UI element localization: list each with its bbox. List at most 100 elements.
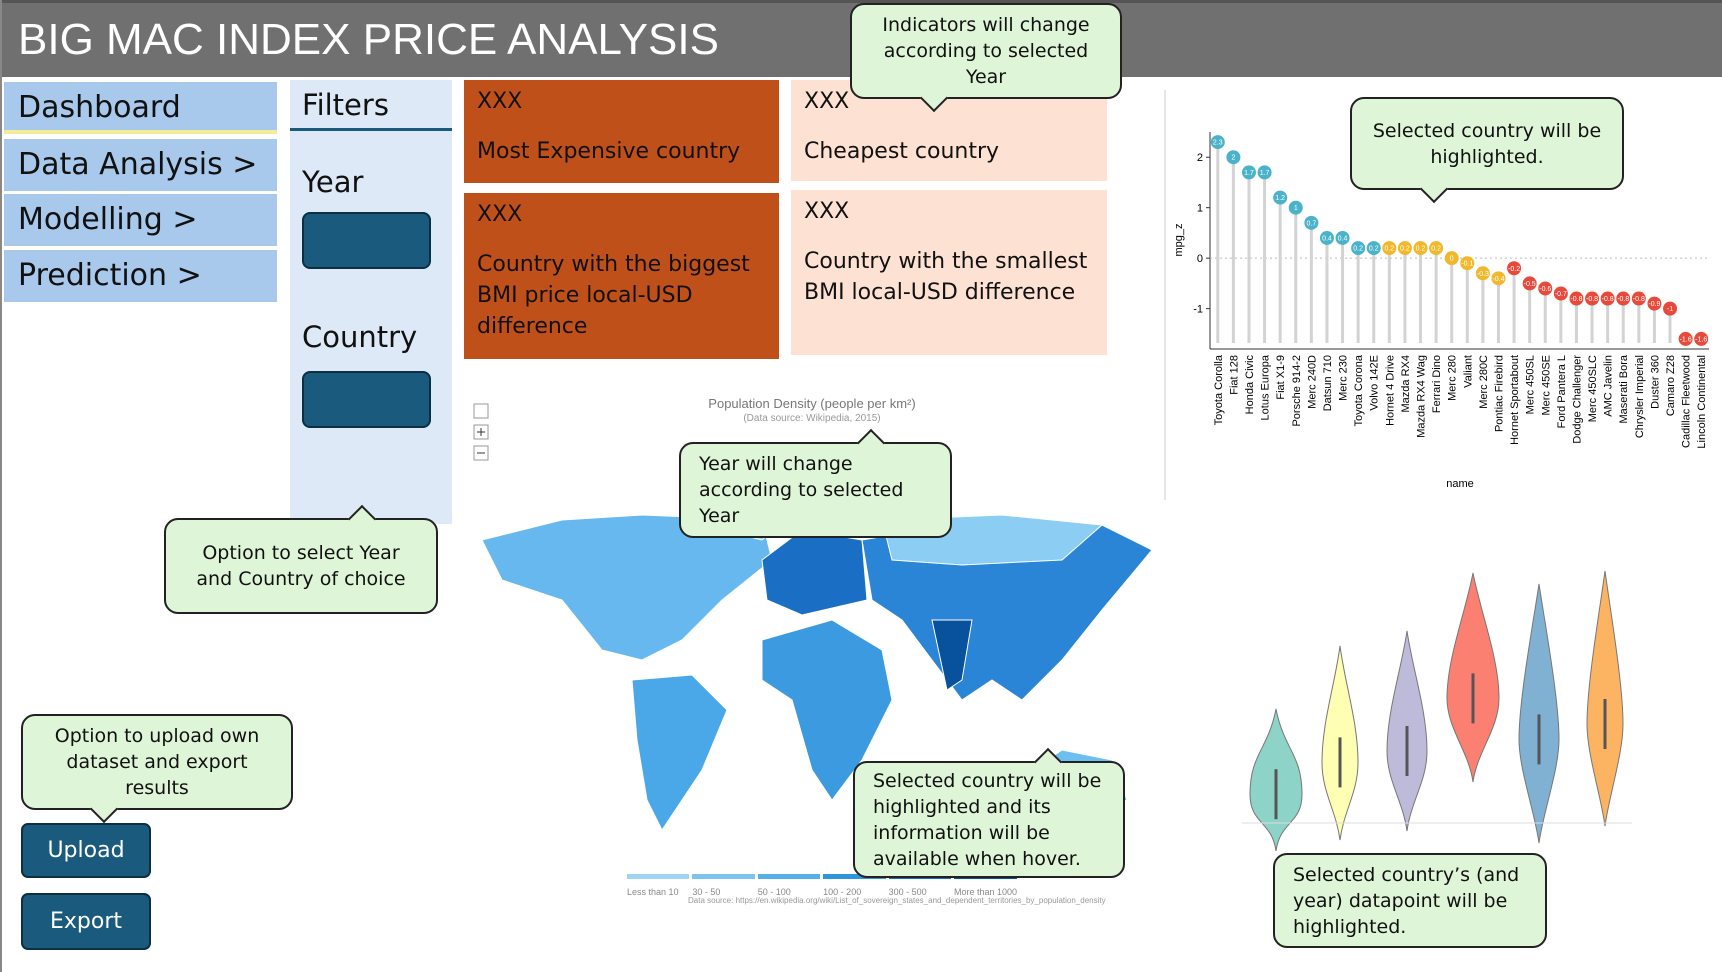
- legend-item: Less than 10: [627, 874, 690, 897]
- filter-panel: [290, 80, 452, 524]
- x-tick-label: Cadillac Fleetwood: [1681, 355, 1693, 448]
- lollipop-point: [1413, 241, 1428, 256]
- legend-item: 50 - 100: [757, 874, 821, 897]
- x-tick-label: Merc 450SLC: [1587, 355, 1599, 422]
- value-label: -0.6: [1539, 286, 1551, 293]
- value-label: 0.4: [1322, 235, 1332, 242]
- value-label: 2: [1231, 155, 1235, 162]
- value-label: 0.2: [1353, 246, 1363, 253]
- lollipop-point: [1460, 256, 1475, 271]
- kpi-card: XXX Most Expensive country: [464, 80, 779, 183]
- map-title: Population Density (people per km²): [708, 396, 916, 411]
- value-label: -0.8: [1633, 296, 1645, 303]
- lollipop-point: [1335, 230, 1350, 245]
- value-label: -1.6: [1680, 336, 1692, 343]
- y-axis-label: mpg_z: [1173, 223, 1185, 256]
- lollipop-point: [1475, 266, 1490, 281]
- callout: Option to upload own dataset and export …: [21, 714, 293, 824]
- lollipop-point: [1429, 241, 1444, 256]
- kpi-label: Cheapest country: [804, 139, 1000, 164]
- value-label: -1.6: [1695, 336, 1707, 343]
- violin: [1518, 583, 1560, 844]
- value-label: -0.8: [1602, 296, 1614, 303]
- violin: [1586, 570, 1624, 827]
- x-tick-label: Porsche 914-2: [1291, 355, 1303, 427]
- callout-text: Year will change according to selected Y…: [699, 453, 904, 527]
- x-tick-label: Hornet Sportabout: [1509, 355, 1521, 445]
- legend-label: 30 - 50: [692, 887, 721, 897]
- filter-label: Year: [302, 165, 364, 199]
- lollipop-point: [1585, 291, 1600, 306]
- value-label: 2.3: [1213, 140, 1223, 147]
- world-map: [481, 495, 1153, 831]
- value-label: -0.9: [1648, 301, 1660, 308]
- x-tick-label: Merc 450SE: [1540, 355, 1552, 416]
- filter-label: Country: [302, 320, 418, 354]
- year-select[interactable]: [302, 212, 431, 269]
- value-label: -1: [1667, 306, 1673, 313]
- callout-text: Selected country will be highlighted and…: [873, 769, 1102, 870]
- callout: Indicators will change according to sele…: [850, 3, 1122, 113]
- x-tick-label: Volvo 142E: [1369, 355, 1381, 411]
- value-label: -0.2: [1508, 266, 1520, 273]
- country-select[interactable]: [302, 371, 431, 428]
- nav-item[interactable]: Dashboard: [4, 82, 277, 134]
- callout: Selected country will be highlighted and…: [853, 747, 1125, 878]
- value-label: -0.8: [1570, 296, 1582, 303]
- x-tick-label: Ferrari Dino: [1431, 355, 1443, 413]
- legend-label: More than 1000: [953, 887, 1017, 897]
- value-label: -0.1: [1461, 261, 1473, 268]
- x-tick-label: Duster 360: [1649, 355, 1661, 409]
- x-tick-label: Datsun 710: [1322, 355, 1334, 411]
- x-tick-label: Toyota Corona: [1353, 354, 1365, 426]
- lollipop-point: [1226, 150, 1241, 165]
- lollipop-point: [1304, 215, 1319, 230]
- value-label: 1: [1294, 205, 1298, 212]
- lollipop-point: [1397, 241, 1412, 256]
- x-tick-label: Fiat X1-9: [1275, 355, 1287, 400]
- x-tick-label: Merc 280: [1447, 355, 1459, 401]
- lollipop-point: [1366, 241, 1381, 256]
- legend-label: Less than 10: [627, 887, 679, 897]
- y-tick-label: 2: [1197, 152, 1203, 164]
- nav-item[interactable]: Data Analysis >: [4, 139, 277, 191]
- violin-plot: [1242, 570, 1632, 852]
- upload-button[interactable]: Upload: [21, 823, 151, 878]
- export-button[interactable]: Export: [21, 893, 151, 950]
- lollipop-point: [1288, 200, 1303, 215]
- callout-text: Selected country will be highlighted.: [1372, 119, 1602, 168]
- x-tick-label: Merc 280C: [1478, 355, 1490, 409]
- lollipop-point: [1694, 331, 1709, 346]
- kpi-label: Country with the smallest BMI local-USD …: [804, 249, 1088, 305]
- filter-title: Filters: [302, 88, 389, 122]
- kpi-card: XXX Country with the biggest BMI price lo…: [464, 193, 779, 359]
- kpi-card: XXX Country with the smallest BMI local-U…: [791, 190, 1107, 355]
- nav-item[interactable]: Modelling >: [4, 194, 277, 246]
- lollipop-point: [1382, 241, 1397, 256]
- map-zoom-controls[interactable]: [473, 403, 489, 461]
- value-label: 1.7: [1260, 170, 1270, 177]
- lollipop-point: [1631, 291, 1646, 306]
- legend-label: 300 - 500: [888, 887, 927, 897]
- value-label: -0.8: [1586, 296, 1598, 303]
- value-label: 0.2: [1431, 246, 1441, 253]
- legend-item: 30 - 50: [692, 874, 755, 897]
- x-tick-label: Lincoln Continental: [1696, 355, 1708, 449]
- value-label: 0.2: [1369, 246, 1379, 253]
- lollipop-point: [1663, 301, 1678, 316]
- lollipop-point: [1351, 241, 1366, 256]
- callout-text: Selected country’s (and year) datapoint …: [1293, 863, 1520, 938]
- legend-label: 50 - 100: [757, 887, 791, 897]
- kpi-value: XXX: [477, 202, 523, 227]
- lollipop-point: [1444, 251, 1459, 266]
- lollipop-point: [1210, 135, 1225, 150]
- value-label: 1.7: [1244, 170, 1254, 177]
- lollipop-point: [1600, 291, 1615, 306]
- x-tick-label: Merc 230: [1338, 355, 1350, 401]
- callout: Selected country’s (and year) datapoint …: [1273, 853, 1547, 948]
- x-tick-label: Lotus Europa: [1260, 354, 1272, 420]
- lollipop-point: [1647, 296, 1662, 311]
- nav-item[interactable]: Prediction >: [4, 250, 277, 302]
- lollipop-point: [1522, 276, 1537, 291]
